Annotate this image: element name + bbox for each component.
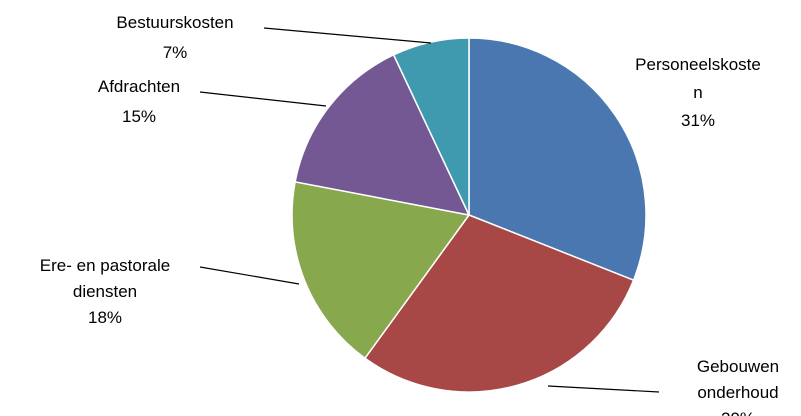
slice-afdrachten — [294, 53, 471, 217]
label-gebouwen-onderhoud: Gebouwen onderhoud 29% — [697, 357, 779, 416]
leader-line-bestuurskosten — [263, 27, 432, 44]
slice-labels: Personeelskoste n 31% Gebouwen onderhoud 29% E… — [40, 13, 779, 416]
leader-line-gebouwen-onderhoud — [547, 385, 660, 393]
category-label: onderhoud — [697, 383, 778, 402]
category-label: diensten — [73, 282, 137, 301]
percent-label: 31% — [681, 111, 715, 130]
category-label: n — [693, 83, 702, 102]
leader-line-afdrachten — [199, 91, 327, 107]
percent-label: 29% — [721, 409, 755, 416]
label-afdrachten: Afdrachten 15% — [98, 77, 180, 126]
category-label: Personeelskoste — [635, 55, 761, 74]
category-label: Ere- en pastorale — [40, 256, 170, 275]
label-bestuurskosten: Bestuurskosten 7% — [116, 13, 233, 62]
slice-gebouwen-onderhoud — [363, 214, 635, 393]
slice-bestuurskosten — [392, 37, 470, 216]
percent-label: 7% — [163, 43, 188, 62]
category-label: Gebouwen — [697, 357, 779, 376]
label-ere-en-pastorale-diensten: Ere- en pastorale diensten 18% — [40, 256, 170, 327]
category-label: Afdrachten — [98, 77, 180, 96]
leader-lines — [199, 27, 660, 393]
slice-ere-en-pastorale-diensten — [291, 180, 471, 360]
slice-personeelskoste-n — [468, 37, 647, 282]
label-personeelskoste-n: Personeelskoste n 31% — [635, 55, 761, 130]
percent-label: 15% — [122, 107, 156, 126]
category-label: Bestuurskosten — [116, 13, 233, 32]
leader-line-ere-en-pastorale-diensten — [199, 266, 300, 285]
pie-slices — [291, 37, 647, 393]
percent-label: 18% — [88, 308, 122, 327]
